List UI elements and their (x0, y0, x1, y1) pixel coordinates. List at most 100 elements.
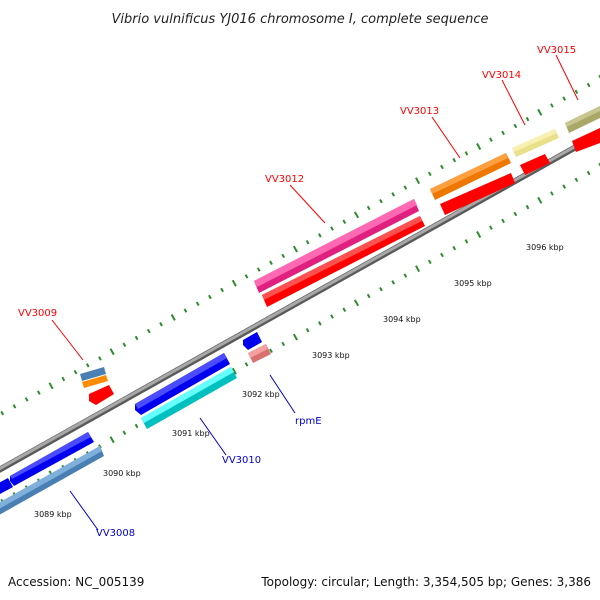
tick-mark (330, 314, 334, 319)
tick-mark (73, 369, 78, 375)
accession-text: Accession: NC_005139 (8, 575, 144, 589)
tick-mark (256, 267, 261, 272)
tick-mark (281, 253, 286, 259)
tick-mark (525, 116, 530, 122)
tick-mark (427, 259, 432, 265)
tick-mark (85, 363, 90, 368)
tick-mark (440, 164, 444, 170)
tick-mark (391, 280, 395, 285)
tick-mark (366, 205, 371, 211)
tick-mark (195, 301, 200, 306)
tick-mark (318, 233, 322, 238)
tick-mark (305, 328, 310, 333)
tick-mark (61, 376, 66, 382)
topology-summary-text: Topology: circular; Length: 3,354,505 bp… (260, 575, 591, 589)
tick-mark (489, 137, 493, 142)
tick-mark (48, 382, 54, 390)
tick-mark (586, 170, 591, 176)
tick-mark (159, 322, 163, 327)
gene-label-vv3014[interactable]: VV3014 (482, 70, 521, 81)
tick-mark (562, 184, 567, 189)
tick-mark (330, 226, 334, 231)
tick-mark (537, 196, 543, 204)
tick-mark (476, 143, 482, 150)
tick-mark (183, 308, 188, 313)
tick-mark (244, 362, 249, 367)
label-leader-lines (51, 54, 579, 531)
gene-vv3012[interactable] (254, 199, 425, 307)
tick-mark (476, 231, 482, 238)
tick-mark (501, 218, 505, 224)
gene-label-vv3008[interactable]: VV3008 (96, 528, 135, 539)
tick-mark (464, 239, 469, 244)
tick-mark (550, 103, 554, 108)
tick-mark (379, 199, 383, 204)
tick-mark (403, 185, 408, 190)
tick-mark (244, 274, 249, 279)
tick-mark (379, 287, 383, 292)
tick-mark (12, 404, 17, 409)
tick-mark (562, 96, 567, 101)
tick-mark (122, 430, 127, 435)
gene-vv3010[interactable] (135, 353, 237, 429)
tick-label-3092: 3092 kbp (242, 390, 280, 399)
tick-mark (513, 211, 518, 217)
gene-rpme[interactable] (243, 332, 271, 363)
tick-mark (170, 314, 176, 321)
tick-label-3094: 3094 kbp (383, 315, 421, 324)
map-title: Vibrio vulnificus YJ016 chromosome I, co… (111, 12, 488, 27)
tick-mark (391, 192, 395, 197)
tick-label-3089: 3089 kbp (34, 510, 72, 519)
tick-mark (24, 397, 29, 402)
tick-mark (220, 287, 224, 293)
tick-mark (550, 191, 554, 196)
tick-mark (109, 436, 115, 444)
tick-mark (440, 252, 444, 258)
gene-vv3015[interactable] (565, 106, 600, 152)
tick-mark (403, 273, 408, 278)
gene-vv3014[interactable] (512, 129, 559, 175)
tick-label-3093: 3093 kbp (312, 351, 350, 360)
tick-mark (353, 299, 360, 307)
gene-label-vv3015[interactable]: VV3015 (537, 45, 576, 56)
tick-mark (269, 348, 273, 353)
tick-mark (415, 265, 421, 273)
tick-mark (305, 240, 310, 245)
tick-mark (231, 279, 237, 287)
tick-mark (501, 130, 505, 136)
gene-label-vv3009[interactable]: VV3009 (18, 308, 57, 319)
tick-mark (292, 245, 298, 253)
tick-label-3091: 3091 kbp (172, 429, 210, 438)
gene-label-vv3010[interactable]: VV3010 (222, 455, 261, 466)
tick-mark (98, 356, 102, 361)
tick-mark (452, 245, 457, 251)
gene-labels: VV3008 VV3009 VV3010 rpmE VV3012 VV3013 … (18, 45, 576, 539)
tick-label-3096: 3096 kbp (526, 243, 564, 252)
gene-label-vv3013[interactable]: VV3013 (400, 106, 439, 117)
gene-label-vv3012[interactable]: VV3012 (265, 174, 304, 185)
tick-mark (366, 293, 371, 299)
tick-mark (415, 177, 421, 185)
gene-features (0, 106, 600, 515)
tick-mark (0, 410, 5, 416)
gene-vv3008[interactable] (0, 432, 104, 515)
tick-mark (281, 341, 286, 347)
gene-vv3009[interactable] (80, 367, 114, 405)
tick-mark (342, 307, 347, 312)
tick-mark (146, 328, 151, 334)
tick-label-3095: 3095 kbp (454, 279, 492, 288)
tick-mark (427, 171, 432, 177)
tick-mark (574, 177, 579, 183)
gene-vv3013[interactable] (430, 153, 515, 215)
tick-mark (525, 204, 530, 210)
tick-label-3090: 3090 kbp (103, 469, 141, 478)
tick-mark (292, 333, 298, 341)
gene-label-rpme[interactable]: rpmE (295, 416, 322, 427)
tick-mark (489, 225, 493, 230)
tick-mark (513, 123, 518, 129)
tick-mark (134, 423, 139, 429)
tick-mark (452, 157, 457, 163)
tick-mark (109, 348, 115, 356)
